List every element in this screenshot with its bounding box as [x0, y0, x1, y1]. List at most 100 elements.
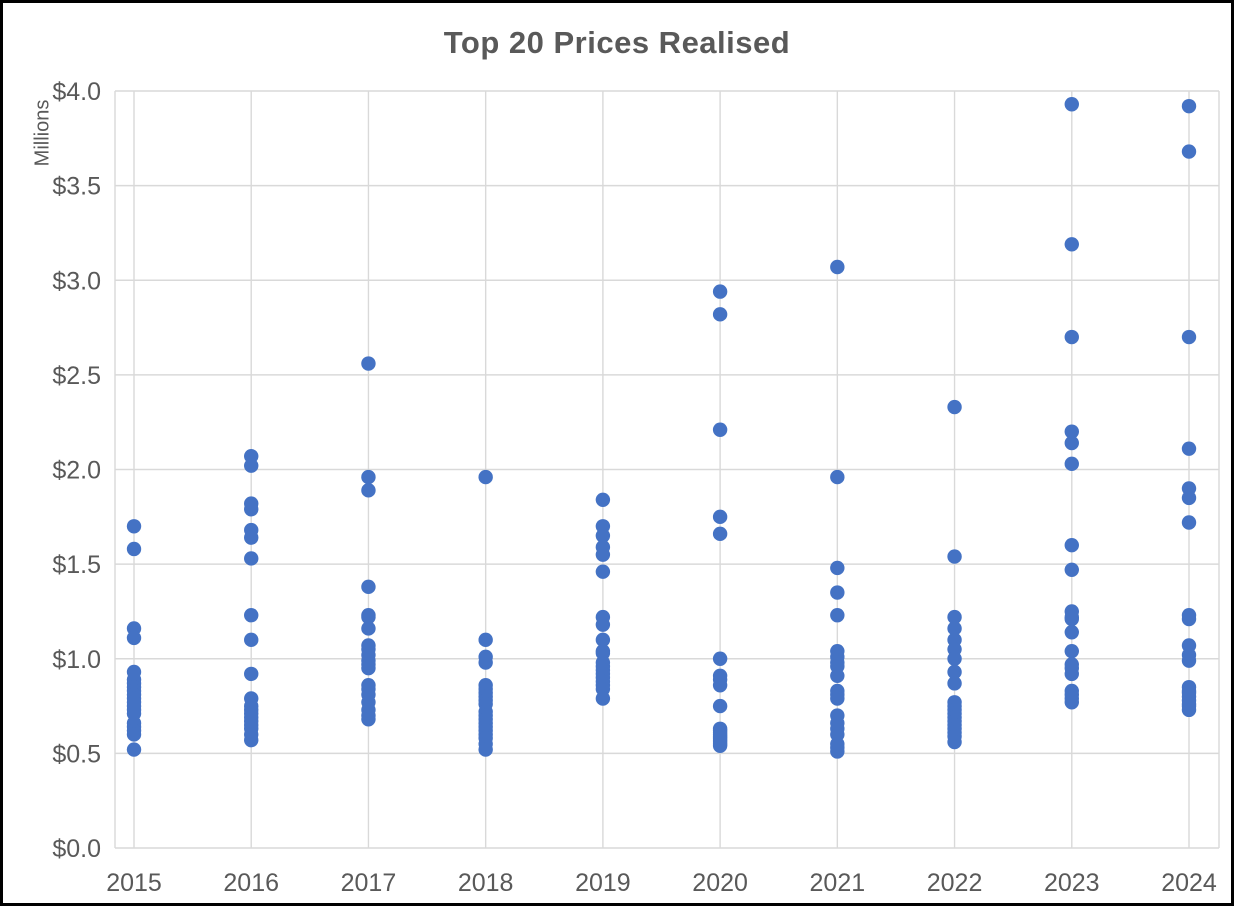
- data-point: [1181, 490, 1197, 506]
- x-axis-label-2023: 2023: [1044, 869, 1100, 897]
- data-point: [478, 655, 493, 670]
- data-point: [947, 651, 962, 666]
- data-point: [126, 519, 142, 534]
- data-point: [244, 666, 259, 682]
- data-point: [1064, 424, 1079, 439]
- scatter-plot: $0.0 $0.5 $1.0 $1.5 $2.0 $2.5 $3.0 $3.5 $4.0 2015…: [52, 78, 1220, 897]
- data-point: [244, 608, 259, 623]
- data-point: [244, 458, 259, 473]
- data-point: [1064, 329, 1079, 345]
- data-point: [1064, 666, 1079, 682]
- y-tick-label: $3.5: [52, 173, 101, 201]
- data-point: [830, 691, 845, 706]
- data-point: [126, 541, 142, 557]
- data-point: [712, 698, 728, 714]
- data-point: [1181, 441, 1197, 456]
- data-point: [712, 307, 728, 322]
- y-tick-label: $4.0: [52, 78, 101, 106]
- data-point: [1064, 695, 1079, 710]
- data-point: [947, 664, 962, 680]
- data-point: [1064, 97, 1079, 112]
- x-axis-label-2018: 2018: [458, 869, 514, 897]
- x-axis-label-2015: 2015: [106, 869, 162, 897]
- data-point: [830, 668, 845, 683]
- data-point: [947, 676, 962, 691]
- data-point: [244, 530, 259, 545]
- data-point: [595, 528, 611, 543]
- data-point: [595, 617, 611, 632]
- data-point: [595, 547, 611, 562]
- y-tick-label: $2.0: [52, 457, 101, 485]
- data-point: [244, 502, 259, 517]
- x-axis-label-2016: 2016: [223, 869, 279, 897]
- data-point: [478, 469, 493, 485]
- data-point: [1064, 611, 1079, 627]
- chart-title: Top 20 Prices Realised: [443, 25, 791, 60]
- data-point: [830, 560, 845, 576]
- data-point: [126, 630, 142, 646]
- data-point: [830, 608, 845, 623]
- data-point: [361, 621, 376, 636]
- data-point: [712, 422, 728, 437]
- y-tick-label: $0.0: [52, 835, 101, 863]
- x-axis-label-2024: 2024: [1161, 869, 1217, 897]
- data-point: [712, 526, 728, 542]
- y-tick-label: $1.5: [52, 551, 101, 579]
- data-point: [595, 492, 611, 507]
- data-point: [244, 632, 259, 648]
- data-point: [947, 399, 962, 415]
- data-point: [361, 483, 376, 498]
- data-point: [1064, 643, 1079, 659]
- data-point: [361, 356, 376, 371]
- y-tick-label: $0.5: [52, 740, 101, 768]
- data-point: [1181, 653, 1197, 668]
- data-point: [361, 579, 376, 595]
- data-point: [361, 609, 376, 625]
- data-point: [947, 621, 962, 636]
- y-tick-label: $3.0: [52, 267, 101, 295]
- x-axis-label-2017: 2017: [341, 869, 397, 897]
- data-point: [830, 744, 845, 759]
- data-point: [1181, 329, 1197, 345]
- x-axis-label-2021: 2021: [810, 869, 866, 897]
- data-point: [1181, 611, 1197, 627]
- data-point: [712, 738, 728, 754]
- data-point: [361, 661, 376, 676]
- data-point: [361, 712, 376, 727]
- data-point: [830, 469, 845, 485]
- x-axis-label-2022: 2022: [927, 869, 983, 897]
- data-point: [947, 549, 962, 564]
- data-point: [830, 585, 845, 600]
- data-point: [361, 469, 376, 485]
- y-tick-label: $2.5: [52, 362, 101, 390]
- data-point: [595, 564, 611, 579]
- data-point: [1064, 538, 1079, 553]
- data-point: [712, 651, 728, 666]
- data-point: [244, 551, 259, 566]
- data-point: [830, 259, 845, 275]
- data-point: [595, 632, 611, 648]
- data-point: [126, 742, 142, 757]
- data-point: [712, 678, 728, 693]
- data-point: [1181, 98, 1197, 114]
- data-point: [947, 734, 962, 750]
- data-point: [478, 742, 493, 757]
- data-point: [1064, 625, 1079, 640]
- data-point: [595, 691, 611, 706]
- y-tick-label: $1.0: [52, 646, 101, 674]
- x-axis-label-2019: 2019: [575, 869, 631, 897]
- x-axis-label-2020: 2020: [692, 869, 748, 897]
- data-point: [126, 727, 142, 742]
- data-point: [712, 284, 728, 299]
- data-point: [1064, 456, 1079, 472]
- data-point: [1064, 435, 1079, 451]
- data-point: [1181, 144, 1197, 159]
- data-point: [478, 632, 493, 648]
- data-point: [1064, 562, 1079, 578]
- data-point: [947, 609, 962, 625]
- data-point: [1064, 237, 1079, 252]
- data-point: [712, 509, 728, 525]
- data-point: [1181, 515, 1197, 530]
- data-point: [244, 732, 259, 748]
